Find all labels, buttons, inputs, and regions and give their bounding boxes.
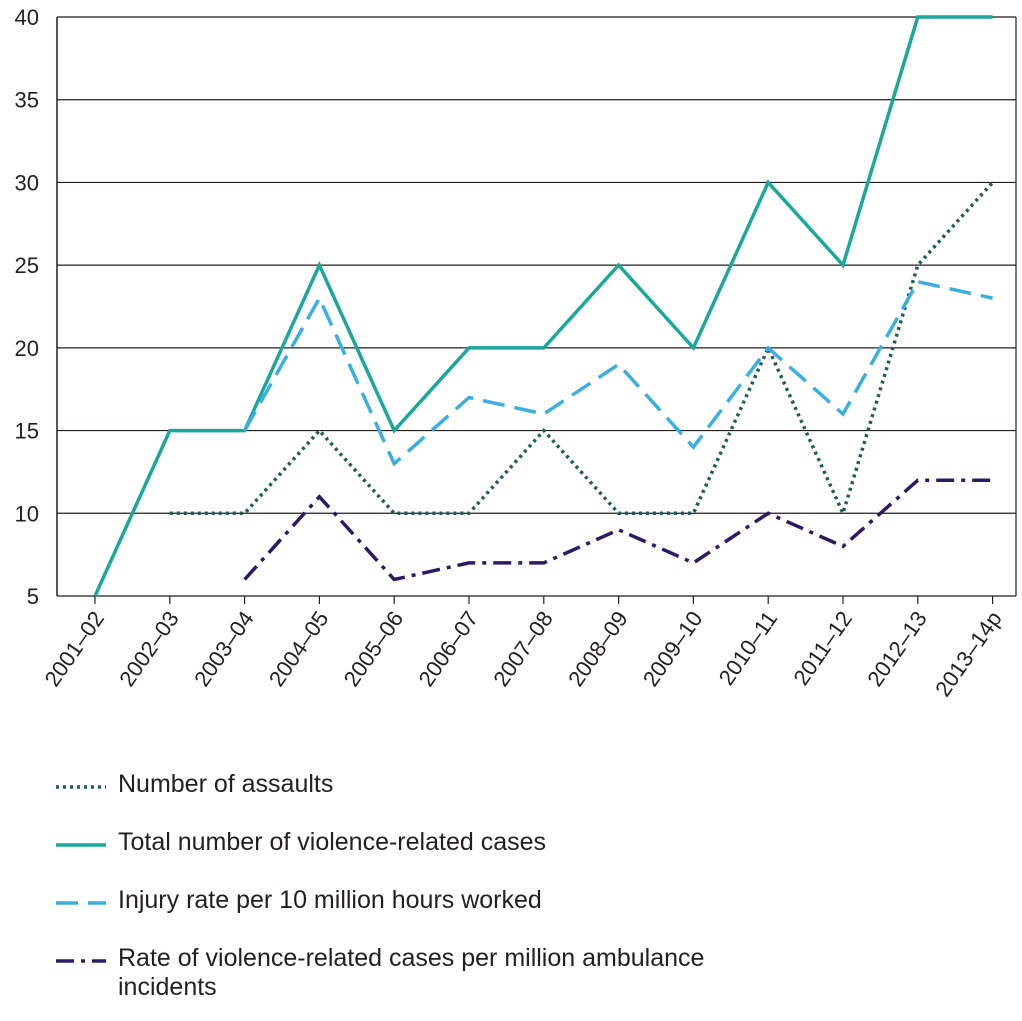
legend-label-total-cases: Total number of violence-related cases (118, 828, 547, 856)
legend-label-ambulance-rate: Rate of violence-related cases per milli… (118, 944, 705, 1001)
y-axis-tick-labels: 5 10 15 20 25 30 35 40 (15, 5, 39, 609)
series-line-3 (243, 478, 993, 582)
x-axis-tick-labels: 2001–02 2002–03 2003–04 2004–05 2005–06 2006–… (39, 596, 1007, 702)
legend-item-assaults: Number of assaults (56, 770, 756, 828)
x-tick-label: 2007–08 (488, 607, 558, 692)
y-tick-label: 20 (15, 336, 39, 361)
legend-label-injury-rate: Injury rate per 10 million hours worked (118, 886, 542, 914)
legend-swatch-total-cases (56, 843, 106, 847)
x-tick-label: 2010–11 (714, 607, 783, 690)
x-tick-label: 2002–03 (114, 607, 184, 692)
x-tick-label: 2011–12 (788, 607, 857, 690)
gridlines (56, 16, 1017, 597)
legend-swatch-ambulance-rate (56, 959, 106, 963)
x-tick-label: 2003–04 (189, 607, 259, 692)
series-line-1 (93, 15, 993, 597)
y-tick-label: 25 (15, 253, 39, 278)
y-tick-label: 5 (27, 584, 39, 609)
x-tick-label: 2013–14p (930, 607, 1007, 702)
series-lines (93, 15, 994, 597)
legend-swatch-injury-rate (56, 901, 106, 905)
x-tick-label: 2008–09 (563, 607, 633, 692)
legend-item-total-cases: Total number of violence-related cases (56, 828, 756, 886)
x-tick-label: 2006–07 (413, 607, 483, 692)
x-tick-label: 2009–10 (638, 607, 708, 692)
y-tick-label: 30 (15, 170, 39, 195)
legend-label-assaults: Number of assaults (118, 770, 334, 798)
y-tick-label: 10 (15, 501, 39, 526)
legend-swatch-assaults (56, 785, 106, 789)
x-tick-label: 2004–05 (264, 607, 334, 692)
legend-item-injury-rate: Injury rate per 10 million hours worked (56, 886, 756, 944)
legend: Number of assaults Total number of viole… (56, 770, 756, 1002)
y-tick-label: 15 (15, 419, 39, 444)
legend-item-ambulance-rate: Rate of violence-related cases per milli… (56, 944, 756, 1002)
y-tick-label: 35 (15, 88, 39, 113)
series-line-2 (243, 279, 993, 467)
x-tick-label: 2001–02 (39, 607, 109, 692)
x-tick-label: 2005–06 (339, 607, 409, 692)
y-tick-label: 40 (15, 5, 39, 30)
x-tick-label: 2012–13 (862, 607, 932, 692)
series-line-0 (169, 181, 994, 519)
